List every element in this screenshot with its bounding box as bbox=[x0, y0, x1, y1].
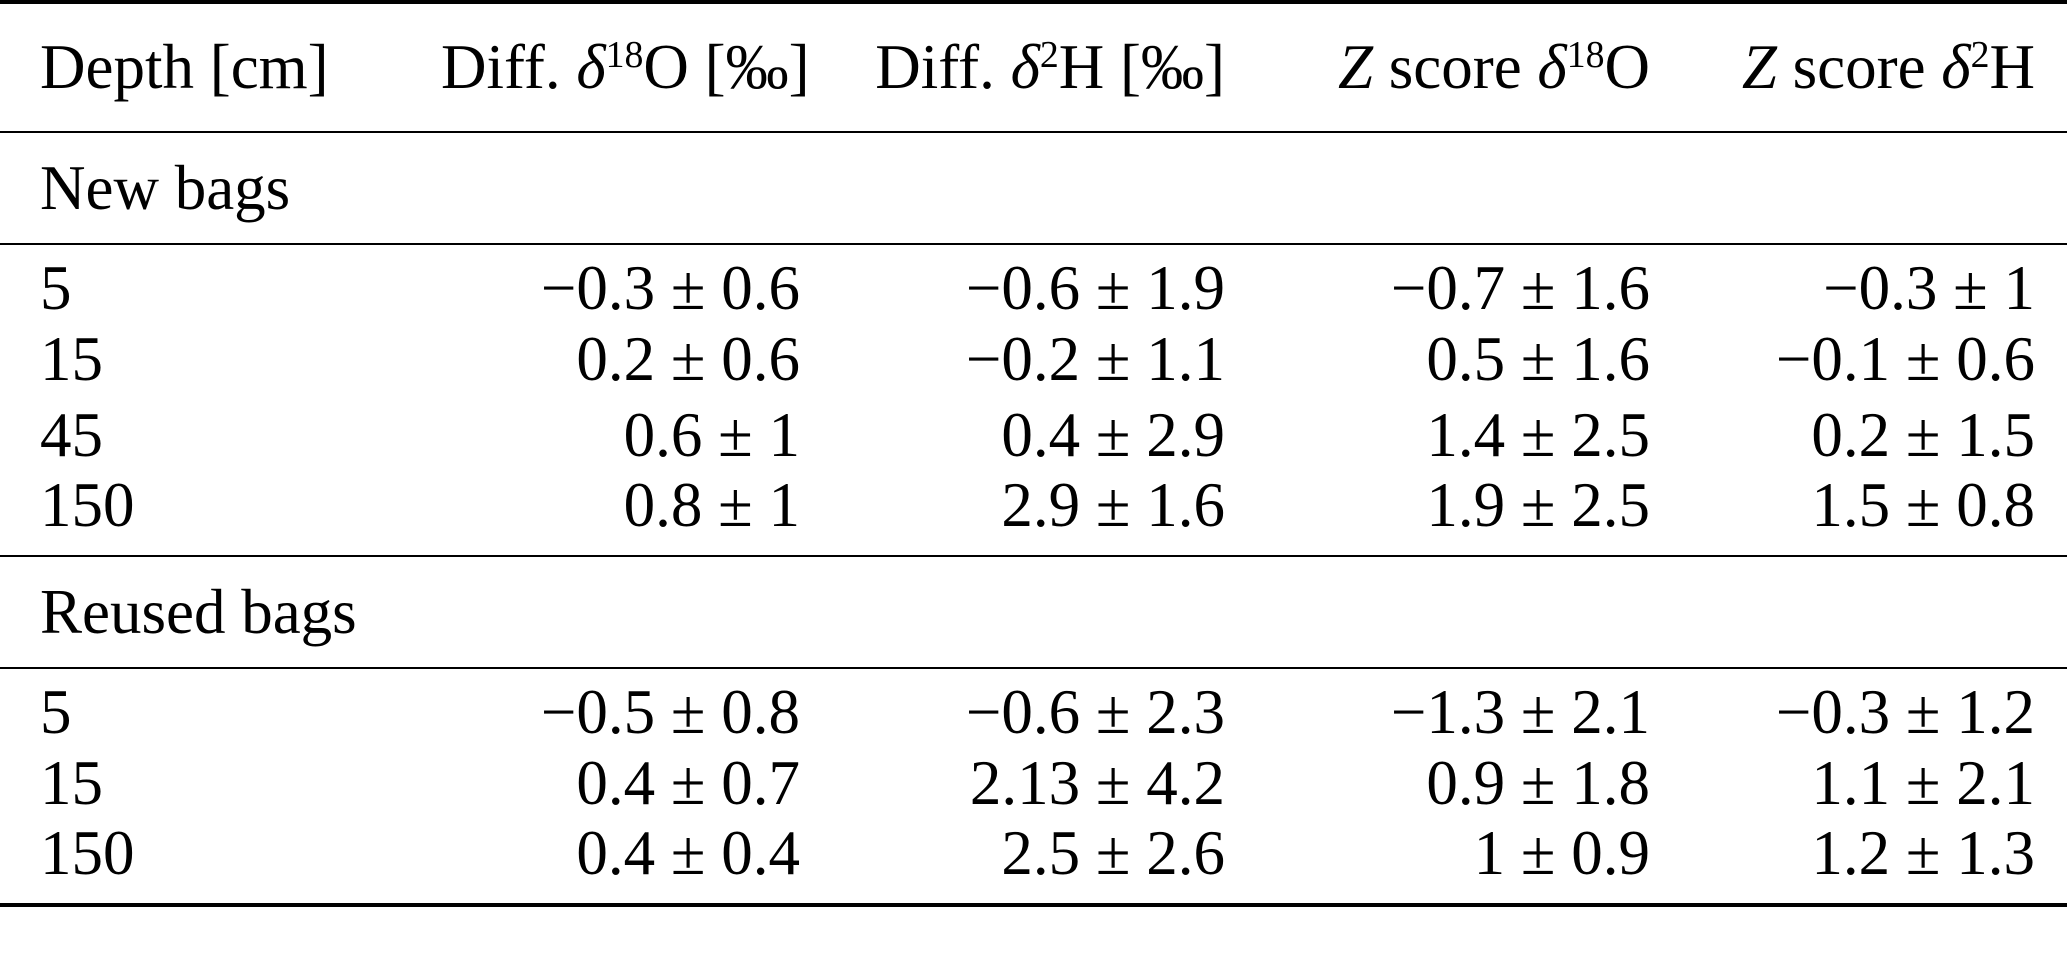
cell-diff-d18o: −0.5 ± 0.8 bbox=[540, 677, 800, 747]
cell-diff-d2h: 2.9 ± 1.6 bbox=[1001, 470, 1225, 540]
cell-z-d18o: 0.5 ± 1.6 bbox=[1426, 323, 1650, 394]
table-row: 150 0.8 ± 1 2.9 ± 1.6 1.9 ± 2.5 1.5 ± 0.… bbox=[0, 473, 2067, 556]
cell-z-d18o: −0.7 ± 1.6 bbox=[1390, 253, 1650, 323]
table-row: 150 0.4 ± 0.4 2.5 ± 2.6 1 ± 0.9 1.2 ± 1.… bbox=[0, 821, 2067, 905]
section-title-reused-bags: Reused bags bbox=[0, 556, 2067, 668]
isotope-results-table: Depth [cm] Diff. δ18O [‰] Diff. δ2H [‰] … bbox=[0, 2, 2067, 905]
cell-depth: 45 bbox=[40, 399, 103, 470]
section-new-bags-data: 5 −0.3 ± 0.6 −0.6 ± 1.9 −0.7 ± 1.6 −0.3 … bbox=[0, 244, 2067, 556]
section-title: Reused bags bbox=[40, 576, 357, 647]
cell-z-d18o: 1.9 ± 2.5 bbox=[1426, 470, 1650, 540]
cell-depth: 150 bbox=[40, 470, 135, 540]
section-header-row: Reused bags bbox=[0, 556, 2067, 668]
cell-z-d2h: 0.2 ± 1.5 bbox=[1811, 399, 2035, 470]
col-header-z-d2h: Z score δ2H bbox=[1741, 32, 2035, 102]
cell-z-d2h: 1.5 ± 0.8 bbox=[1811, 470, 2035, 540]
cell-depth: 150 bbox=[40, 818, 135, 888]
cell-diff-d18o: 0.4 ± 0.7 bbox=[576, 747, 800, 818]
cell-diff-d2h: 2.13 ± 4.2 bbox=[969, 747, 1225, 818]
section-reused-bags-data: 5 −0.5 ± 0.8 −0.6 ± 2.3 −1.3 ± 2.1 −0.3 … bbox=[0, 668, 2067, 905]
table-row: 15 0.2 ± 0.6 −0.2 ± 1.1 0.5 ± 1.6 −0.1 ±… bbox=[0, 321, 2067, 397]
cell-z-d18o: −1.3 ± 2.1 bbox=[1390, 677, 1650, 747]
section-title: New bags bbox=[40, 152, 291, 223]
cell-z-d18o: 1.4 ± 2.5 bbox=[1426, 399, 1650, 470]
cell-diff-d2h: 2.5 ± 2.6 bbox=[1001, 818, 1225, 888]
cell-diff-d2h: −0.6 ± 1.9 bbox=[965, 253, 1225, 323]
table-row: 5 −0.5 ± 0.8 −0.6 ± 2.3 −1.3 ± 2.1 −0.3 … bbox=[0, 668, 2067, 745]
cell-depth: 5 bbox=[40, 677, 72, 747]
table-header: Depth [cm] Diff. δ18O [‰] Diff. δ2H [‰] … bbox=[0, 2, 2067, 132]
table-row: 15 0.4 ± 0.7 2.13 ± 4.2 0.9 ± 1.8 1.1 ± … bbox=[0, 745, 2067, 821]
table-row: 45 0.6 ± 1 0.4 ± 2.9 1.4 ± 2.5 0.2 ± 1.5 bbox=[0, 397, 2067, 473]
cell-z-d18o: 0.9 ± 1.8 bbox=[1426, 747, 1650, 818]
section-header-row: New bags bbox=[0, 132, 2067, 244]
cell-diff-d18o: 0.6 ± 1 bbox=[623, 399, 800, 470]
cell-z-d2h: −0.3 ± 1.2 bbox=[1775, 677, 2035, 747]
cell-diff-d18o: 0.8 ± 1 bbox=[623, 470, 800, 540]
cell-depth: 15 bbox=[40, 323, 103, 394]
cell-z-d2h: −0.1 ± 0.6 bbox=[1775, 323, 2035, 394]
col-header-z-d18o: Z score δ18O bbox=[1337, 32, 1650, 102]
cell-diff-d2h: −0.6 ± 2.3 bbox=[965, 677, 1225, 747]
cell-depth: 15 bbox=[40, 747, 103, 818]
header-row: Depth [cm] Diff. δ18O [‰] Diff. δ2H [‰] … bbox=[0, 2, 2067, 132]
cell-diff-d18o: 0.4 ± 0.4 bbox=[576, 818, 800, 888]
cell-z-d18o: 1 ± 0.9 bbox=[1473, 818, 1650, 888]
cell-z-d2h: −0.3 ± 1 bbox=[1823, 253, 2035, 323]
col-header-diff-d18o: Diff. δ18O [‰] bbox=[441, 32, 810, 102]
col-header-depth: Depth [cm] bbox=[40, 32, 329, 102]
cell-z-d2h: 1.1 ± 2.1 bbox=[1811, 747, 2035, 818]
cell-depth: 5 bbox=[40, 253, 72, 323]
cell-diff-d18o: −0.3 ± 0.6 bbox=[540, 253, 800, 323]
section-title-new-bags: New bags bbox=[0, 132, 2067, 244]
cell-diff-d2h: 0.4 ± 2.9 bbox=[1001, 399, 1225, 470]
cell-diff-d2h: −0.2 ± 1.1 bbox=[965, 323, 1225, 394]
col-header-diff-d2h: Diff. δ2H [‰] bbox=[875, 32, 1225, 102]
cell-z-d2h: 1.2 ± 1.3 bbox=[1811, 818, 2035, 888]
cell-diff-d18o: 0.2 ± 0.6 bbox=[576, 323, 800, 394]
table-row: 5 −0.3 ± 0.6 −0.6 ± 1.9 −0.7 ± 1.6 −0.3 … bbox=[0, 244, 2067, 321]
